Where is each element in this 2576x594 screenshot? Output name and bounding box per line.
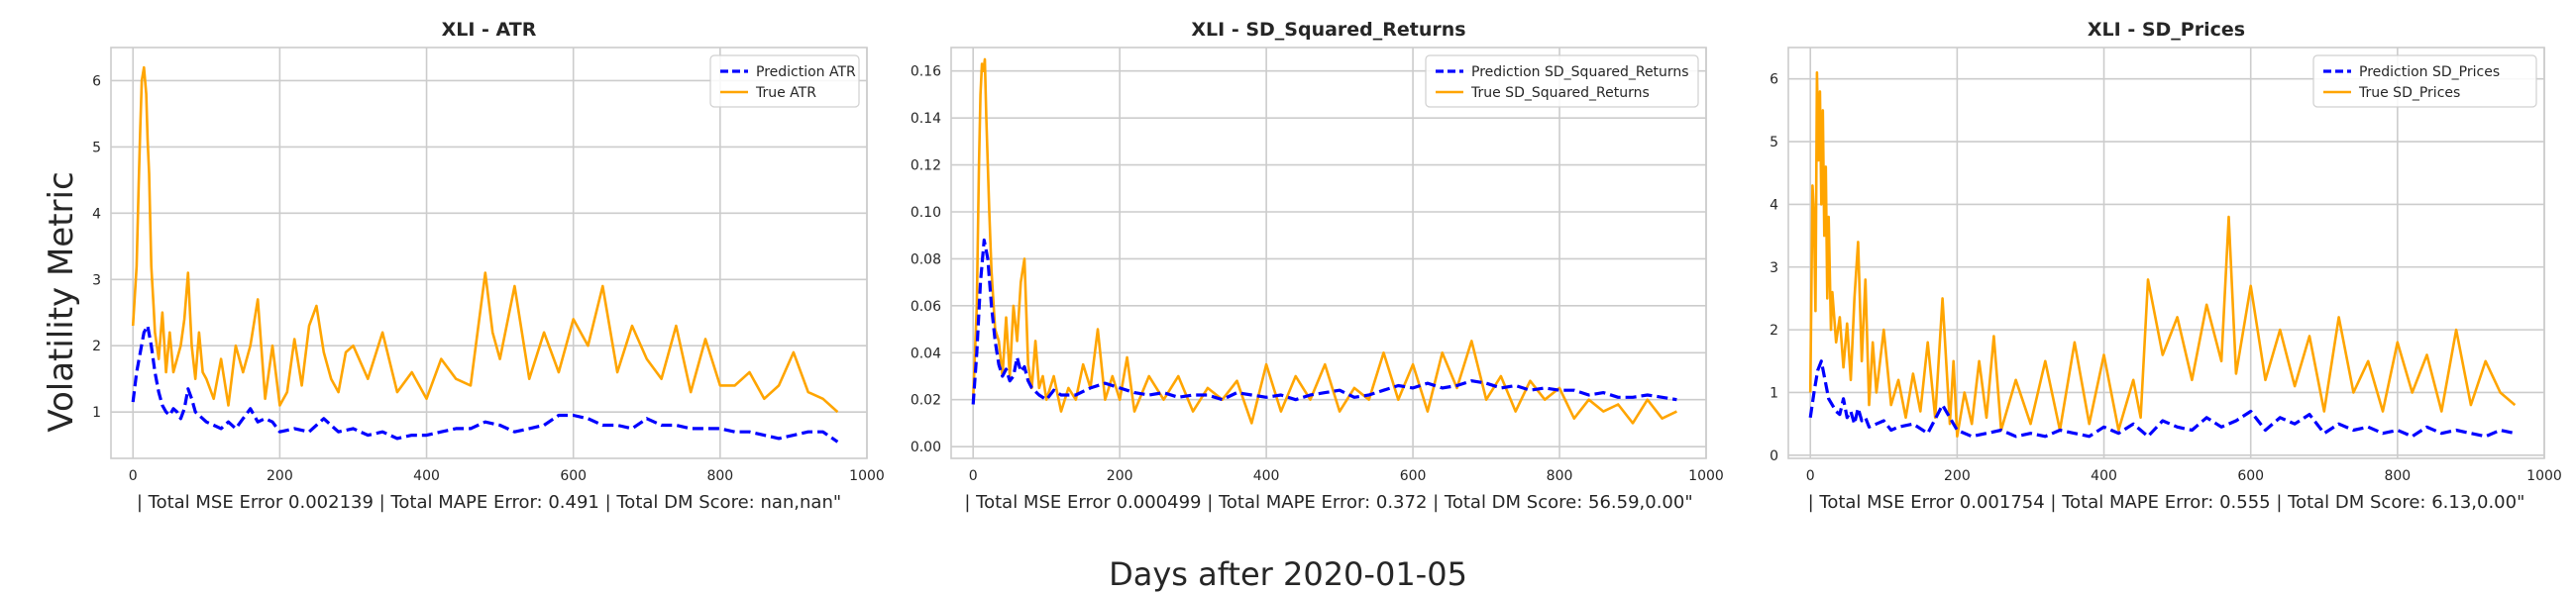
- chart-title: XLI - ATR: [442, 19, 537, 41]
- legend-label: Prediction ATR: [756, 64, 856, 80]
- y-tick-label: 5: [1770, 135, 1778, 150]
- legend-box: [709, 54, 860, 108]
- x-tick-label: 1000: [1688, 468, 1724, 484]
- y-tick-label: 0.12: [911, 158, 941, 174]
- legend: Prediction ATR True ATR: [709, 54, 860, 108]
- x-tick-label: 400: [413, 468, 440, 484]
- x-tick-label: 200: [1944, 468, 1971, 484]
- legend: Prediction SD_Squared_Returns True SD_Squ…: [1425, 54, 1699, 108]
- legend-label: True SD_Squared_Returns: [1470, 85, 1650, 101]
- y-tick-label: 0: [1770, 448, 1778, 464]
- series-line-true: [131, 65, 839, 414]
- legend-box: [1425, 54, 1699, 108]
- y-tick-label: 0.08: [911, 251, 941, 267]
- x-tick-label: 200: [1107, 468, 1133, 484]
- y-tick-label: 4: [1770, 197, 1778, 213]
- figure-y-axis-label: Volatility Metric: [42, 171, 81, 433]
- y-tick-label: 4: [92, 206, 101, 222]
- x-tick-label: 400: [2091, 468, 2117, 484]
- y-tick-label: 6: [92, 73, 101, 89]
- x-tick-label: 0: [969, 468, 978, 484]
- series-line-true: [1808, 71, 2517, 439]
- x-tick-label: 800: [706, 468, 733, 484]
- y-tick-label: 6: [1770, 72, 1778, 88]
- x-tick-label: 0: [129, 468, 138, 484]
- y-tick-label: 5: [92, 140, 101, 155]
- x-tick-label: 600: [1400, 468, 1427, 484]
- x-tick-label: 0: [1806, 468, 1815, 484]
- y-tick-label: 3: [1770, 260, 1778, 276]
- chart-title: XLI - SD_Squared_Returns: [1191, 19, 1465, 41]
- legend-box: [2312, 54, 2537, 108]
- y-tick-label: 2: [92, 339, 101, 354]
- legend: Prediction SD_Prices True SD_Prices: [2312, 54, 2537, 108]
- x-tick-label: 600: [2237, 468, 2264, 484]
- y-tick-label: 0.16: [911, 64, 941, 80]
- legend-label: True SD_Prices: [2358, 85, 2460, 101]
- series-line-prediction: [131, 324, 839, 444]
- series-line-prediction: [971, 238, 1677, 405]
- x-axis-label: | Total MSE Error 0.002139 | Total MAPE …: [137, 492, 841, 513]
- chart-panel-1: 0 200 400 600 800 1000 1 2 3 4 5 6 XLI - ATR | Total …: [92, 19, 885, 513]
- y-tick-label: 0.00: [911, 440, 941, 455]
- chart-panel-2: 0 200 400 600 800 1000 0.00 0.02 0.04 0.06 0.08 0.1…: [911, 19, 1724, 513]
- x-axis-label: | Total MSE Error 0.000499 | Total MAPE …: [964, 492, 1692, 513]
- legend-label: Prediction SD_Squared_Returns: [1471, 64, 1689, 80]
- legend-label: True ATR: [755, 85, 816, 101]
- plot-frame: [950, 47, 1707, 459]
- series-line-prediction: [1808, 359, 2516, 439]
- y-tick-label: 1: [1770, 385, 1778, 401]
- y-tick-label: 2: [1770, 323, 1778, 339]
- y-tick-label: 1: [92, 405, 101, 421]
- y-tick-label: 0.04: [911, 346, 941, 361]
- y-tick-label: 0.02: [911, 393, 941, 409]
- x-tick-label: 400: [1253, 468, 1280, 484]
- x-tick-label: 800: [1547, 468, 1573, 484]
- x-tick-label: 1000: [2526, 468, 2562, 484]
- legend-label: Prediction SD_Prices: [2359, 64, 2500, 80]
- plot-frame: [1787, 47, 2545, 459]
- figure-x-axis-label: Days after 2020-01-05: [1109, 555, 1467, 593]
- chart-title: XLI - SD_Prices: [2088, 19, 2245, 41]
- y-tick-label: 0.10: [911, 205, 941, 221]
- x-tick-label: 200: [267, 468, 293, 484]
- x-tick-label: 600: [560, 468, 587, 484]
- series-line-true: [971, 57, 1677, 425]
- y-tick-label: 0.06: [911, 299, 941, 315]
- x-tick-label: 800: [2384, 468, 2411, 484]
- x-axis-label: | Total MSE Error 0.001754 | Total MAPE …: [1808, 492, 2525, 513]
- x-tick-label: 1000: [849, 468, 885, 484]
- plot-frame: [110, 47, 868, 459]
- chart-panel-3: 0 200 400 600 800 1000 0 1 2 3 4 5 6 XLI - SD_Prices |…: [1770, 19, 2562, 513]
- y-tick-label: 3: [92, 272, 101, 288]
- y-tick-label: 0.14: [911, 111, 941, 127]
